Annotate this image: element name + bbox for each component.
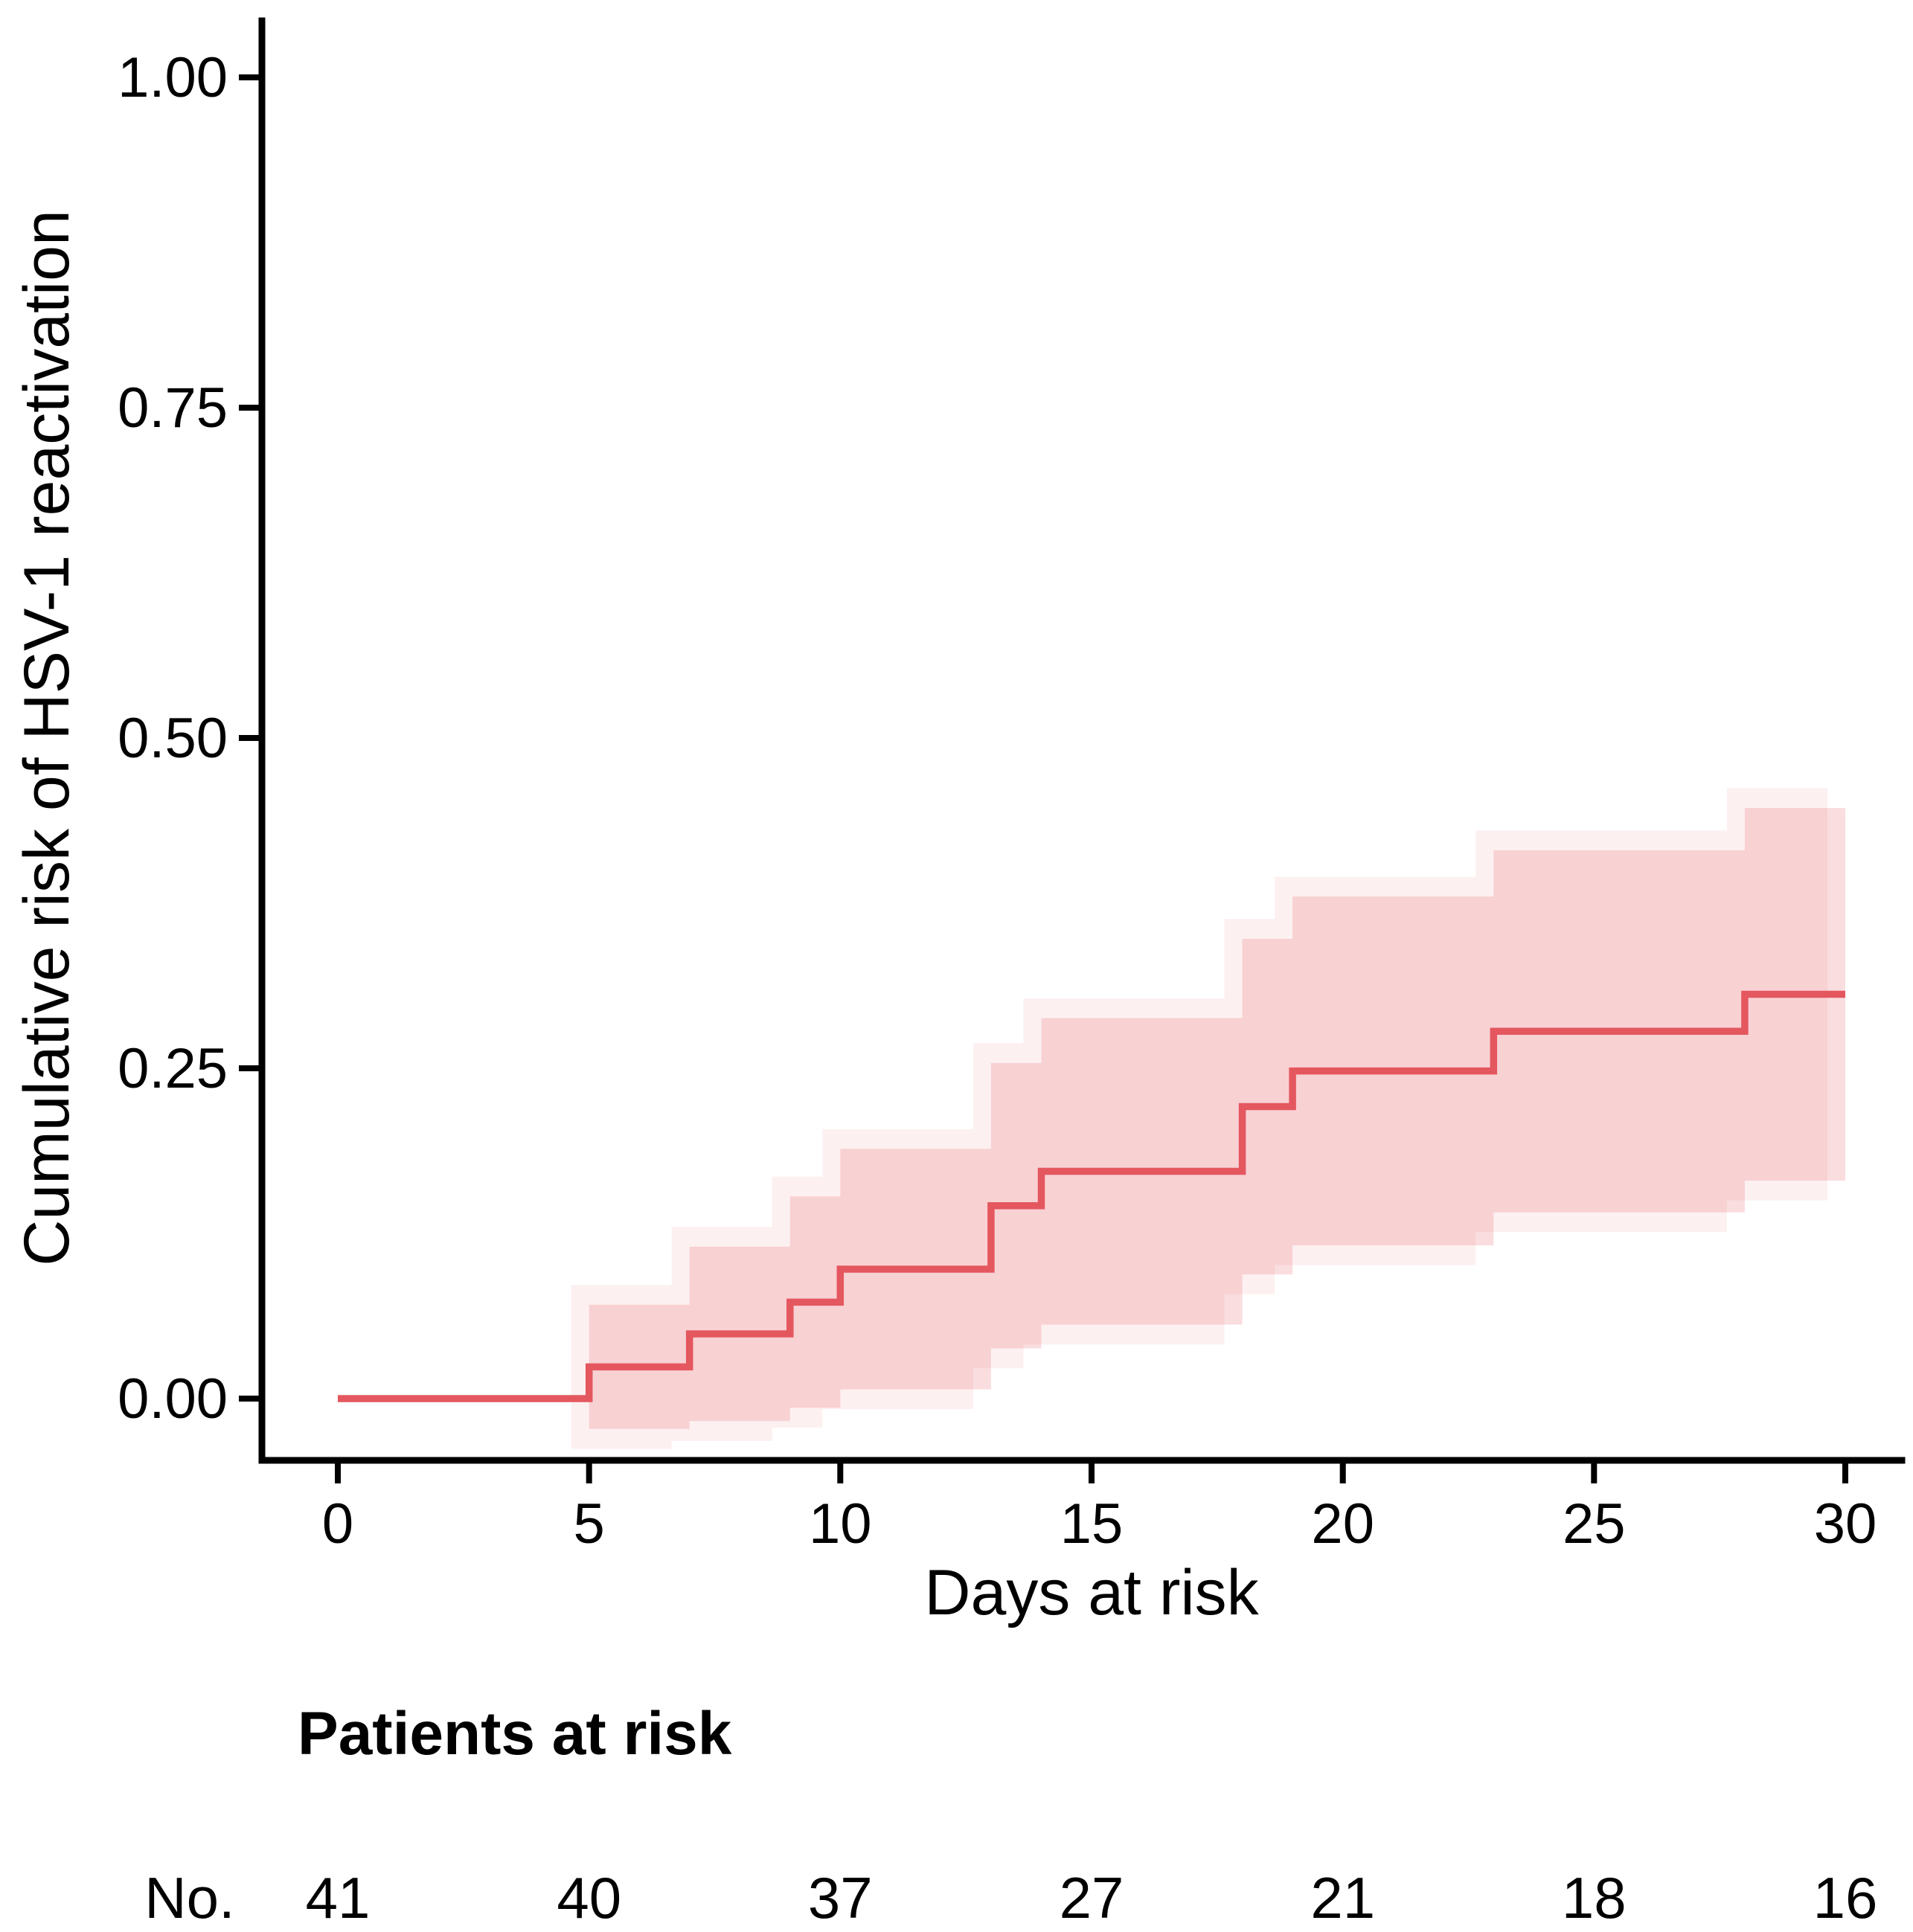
risk-count-value: 18 <box>1562 1865 1627 1931</box>
risk-table-header: Patients at risk <box>298 1700 732 1768</box>
x-tick-label: 30 <box>1814 1492 1877 1556</box>
ci-ribbon-main <box>589 808 1846 1429</box>
risk-table-row-label: No. <box>144 1865 234 1931</box>
ci-ribbon-halo <box>571 788 1828 1449</box>
x-tick-label: 5 <box>574 1492 605 1556</box>
risk-table: Patients at risk No. 41 40 37 27 21 18 16 <box>144 1700 1877 1931</box>
risk-count-value: 40 <box>557 1865 621 1931</box>
x-axis-title: Days at risk <box>924 1557 1259 1628</box>
y-axis: 0.00 0.25 0.50 0.75 1.00 Cumulative risk of … <box>11 17 266 1464</box>
y-tick-label: 0.50 <box>118 707 228 770</box>
x-tick-label: 15 <box>1060 1492 1124 1556</box>
risk-count-value: 21 <box>1310 1865 1375 1931</box>
y-axis-ticks: 0.00 0.25 0.50 0.75 1.00 <box>118 46 262 1431</box>
x-tick-label: 25 <box>1563 1492 1626 1556</box>
risk-count-value: 27 <box>1060 1865 1124 1931</box>
risk-table-counts: 41 40 37 27 21 18 16 <box>306 1865 1878 1931</box>
risk-count-value: 16 <box>1813 1865 1878 1931</box>
y-tick-label: 1.00 <box>118 46 228 109</box>
y-axis-title: Cumulative risk of HSV-1 reactivation <box>11 210 83 1266</box>
x-tick-label: 10 <box>809 1492 872 1556</box>
km-curve-line <box>338 990 1845 1402</box>
x-tick-label: 0 <box>322 1492 353 1556</box>
risk-count-value: 41 <box>306 1865 371 1931</box>
risk-count-value: 37 <box>808 1865 873 1931</box>
ci-ribbon-group <box>571 788 1846 1449</box>
y-tick-label: 0.75 <box>118 376 228 440</box>
x-tick-label: 20 <box>1311 1492 1374 1556</box>
y-tick-label: 0.25 <box>118 1037 228 1100</box>
y-tick-label: 0.00 <box>118 1367 228 1431</box>
x-axis: 0 5 10 15 20 25 30 Days at risk <box>258 1457 1906 1628</box>
x-axis-ticks: 0 5 10 15 20 25 30 <box>322 1460 1877 1556</box>
